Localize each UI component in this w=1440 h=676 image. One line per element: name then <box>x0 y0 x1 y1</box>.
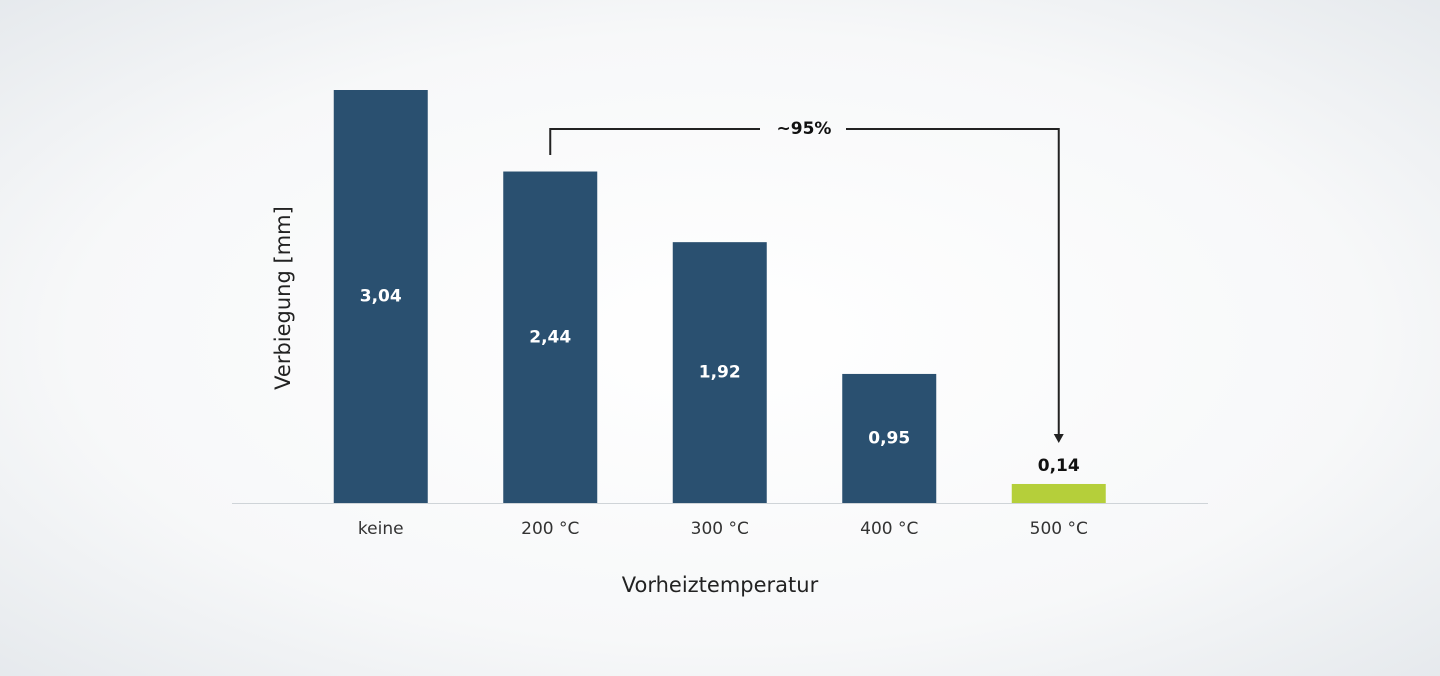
value-label: 0,95 <box>868 428 910 448</box>
value-label: 0,14 <box>1038 456 1080 476</box>
value-label: 3,04 <box>360 287 402 307</box>
bar <box>333 90 428 503</box>
x-axis-label: Vorheiztemperatur <box>622 573 819 597</box>
annotation: ~95% <box>777 119 832 139</box>
x-tick-label: 300 °C <box>691 519 749 539</box>
x-tick-label: 400 °C <box>860 519 918 539</box>
bar <box>842 373 937 503</box>
x-tick-label: 200 °C <box>521 519 579 539</box>
y-axis-label: Verbiegung [mm] <box>271 206 295 390</box>
annotation-bracket <box>549 128 1060 441</box>
bar <box>672 242 767 503</box>
value-label: 2,44 <box>529 327 571 347</box>
annotation-arrowhead <box>1053 434 1064 443</box>
x-tick-label: 500 °C <box>1030 519 1088 539</box>
x-tick-label: keine <box>358 519 404 539</box>
bar <box>503 171 598 503</box>
bar <box>1011 483 1106 503</box>
value-label: 1,92 <box>699 363 741 383</box>
